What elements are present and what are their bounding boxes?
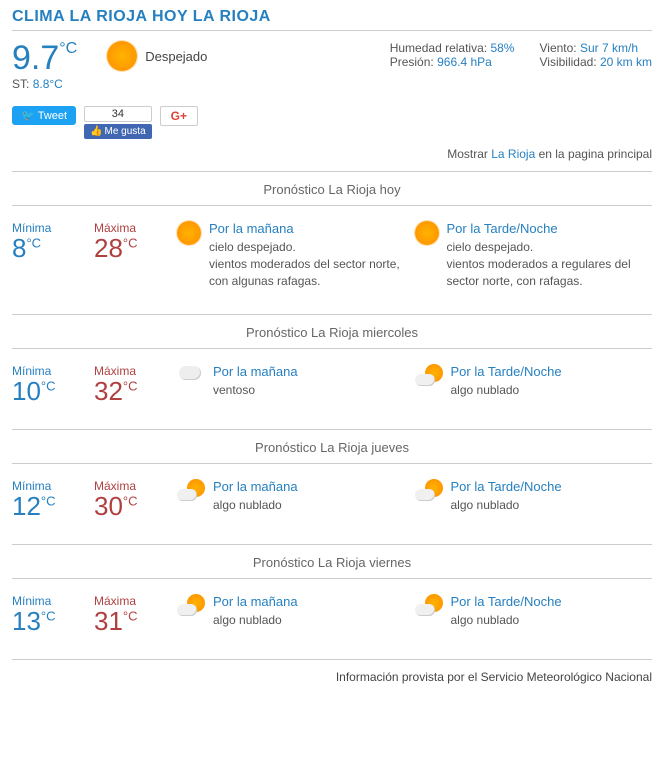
show-on-homepage-link[interactable]: Mostrar La Rioja en la pagina principal [12,147,652,161]
sun-icon [107,41,137,71]
evening-title: Por la Tarde/Noche [451,594,562,609]
evening-desc: algo nublado [451,612,562,629]
humidity: Humedad relativa: 58% [390,41,515,55]
condition-text: Despejado [145,49,207,64]
morning-desc: cielo despejado.vientos moderados del se… [209,239,409,289]
footer-attribution: Información provista por el Servicio Met… [12,659,652,694]
pressure: Presión: 966.4 hPa [390,55,515,69]
gplus-button[interactable]: G+ [160,106,198,126]
evening-desc: algo nublado [451,382,562,399]
evening-title: Por la Tarde/Noche [447,221,647,236]
sun-cloud-icon [415,364,443,386]
sun-icon [415,221,439,245]
morning-title: Por la mañana [213,479,298,494]
morning-title: Por la mañana [209,221,409,236]
sun-icon [177,221,201,245]
cloud-wind-icon [177,364,205,386]
thumbs-up-icon: 👍 [90,126,102,137]
forecast-header: Pronóstico La Rioja hoy [12,171,652,206]
forecast-header: Pronóstico La Rioja jueves [12,429,652,464]
wind: Viento: Sur 7 km/h [539,41,652,55]
morning-desc: ventoso [213,382,298,399]
sun-cloud-icon [415,479,443,501]
forecast-row: Mínima10°CMáxima32°CPor la mañanaventoso… [12,349,652,429]
morning-desc: algo nublado [213,612,298,629]
evening-title: Por la Tarde/Noche [451,479,562,494]
current-temp: 9.7°C [12,41,77,75]
min-temp: 10°C [12,378,94,404]
sun-cloud-icon [415,594,443,616]
forecast-header: Pronóstico La Rioja miercoles [12,314,652,349]
feels-like: ST: 8.8°C [12,77,77,91]
max-temp: 28°C [94,235,176,261]
fb-count: 34 [84,106,152,122]
min-temp: 8°C [12,235,94,261]
min-temp: 12°C [12,493,94,519]
max-temp: 31°C [94,608,176,634]
page-title: CLIMA LA RIOJA HOY LA RIOJA [12,8,652,31]
morning-desc: algo nublado [213,497,298,514]
forecast-row: Mínima8°CMáxima28°CPor la mañanacielo de… [12,206,652,314]
morning-title: Por la mañana [213,594,298,609]
fb-like-button[interactable]: 👍Me gusta [84,124,152,139]
max-temp: 30°C [94,493,176,519]
evening-title: Por la Tarde/Noche [451,364,562,379]
morning-title: Por la mañana [213,364,298,379]
evening-desc: algo nublado [451,497,562,514]
twitter-icon: 🐦 [21,109,35,122]
min-temp: 13°C [12,608,94,634]
tweet-button[interactable]: 🐦Tweet [12,106,76,125]
forecast-row: Mínima13°CMáxima31°CPor la mañanaalgo nu… [12,579,652,659]
visibility: Visibilidad: 20 km km [539,55,652,69]
sun-cloud-icon [177,479,205,501]
evening-desc: cielo despejado.vientos moderados a regu… [447,239,647,289]
sun-cloud-icon [177,594,205,616]
current-conditions: 9.7°C ST: 8.8°C Despejado Humedad relati… [12,41,652,91]
forecast-row: Mínima12°CMáxima30°CPor la mañanaalgo nu… [12,464,652,544]
forecast-header: Pronóstico La Rioja viernes [12,544,652,579]
max-temp: 32°C [94,378,176,404]
